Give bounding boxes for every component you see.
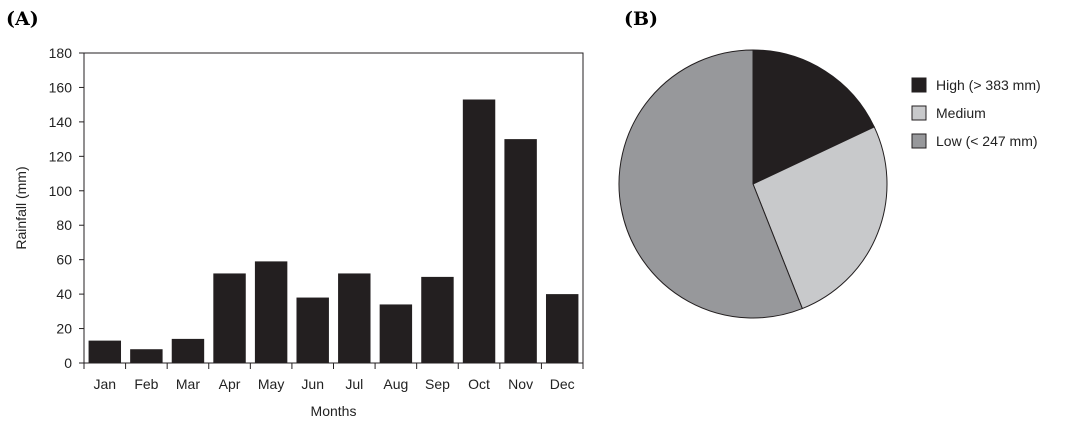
rainfall-pie-chart: [618, 49, 888, 319]
y-tick-label: 40: [56, 286, 72, 302]
x-tick-label: Jun: [301, 376, 324, 392]
pie-legend: High (> 383 mm) Medium Low (< 247 mm): [911, 77, 1041, 149]
x-tick-label: Oct: [468, 376, 490, 392]
x-axis-title: Months: [311, 403, 357, 419]
bar-jan: [88, 340, 122, 363]
bar-sep: [421, 276, 454, 363]
bar-oct: [462, 99, 496, 363]
bar-apr: [213, 273, 246, 363]
x-tick-label: Mar: [176, 376, 200, 392]
bar-mar: [171, 338, 205, 363]
panel-label-a: (A): [6, 8, 39, 30]
bar-jul: [338, 273, 371, 363]
x-tick-label: May: [258, 376, 284, 392]
y-tick-label: 160: [49, 79, 73, 95]
y-tick-label: 60: [56, 252, 72, 268]
y-tick-label: 100: [49, 183, 73, 199]
bar-nov: [504, 139, 537, 363]
legend-label: Low (< 247 mm): [936, 133, 1038, 149]
y-axis-title: Rainfall (mm): [13, 166, 29, 249]
y-tick-label: 140: [49, 114, 73, 130]
legend-swatch: [911, 133, 927, 149]
legend-swatch: [911, 77, 927, 93]
bar-may: [254, 261, 288, 363]
rainfall-bar-chart: 0 20 40 60 80 100 120 140 160 180 Jan Feb Mar Apr May J…: [13, 45, 584, 419]
x-tick-label: Sep: [425, 376, 450, 392]
y-tick-label: 80: [56, 217, 72, 233]
pie-slice-1: [752, 126, 888, 310]
bar-jun: [296, 297, 329, 363]
panel-label-b: (B): [624, 8, 659, 30]
y-tick-label: 0: [64, 355, 72, 371]
bar-dec: [545, 294, 579, 363]
bar-feb: [130, 349, 163, 363]
y-tick-label: 120: [49, 148, 73, 164]
x-tick-label: Feb: [134, 376, 158, 392]
y-tick-label: 20: [56, 321, 72, 337]
x-tick-label: Jan: [94, 376, 117, 392]
bar-aug: [379, 304, 413, 363]
y-tick-label: 180: [49, 45, 73, 61]
pie-slice-2: [618, 49, 803, 319]
legend-label: Medium: [936, 105, 986, 121]
x-tick-label: Nov: [508, 376, 533, 392]
x-tick-label: Dec: [550, 376, 575, 392]
pie-slice-0: [752, 49, 875, 185]
x-tick-label: Apr: [219, 376, 241, 392]
x-tick-label: Jul: [345, 376, 363, 392]
legend-label: High (> 383 mm): [936, 77, 1041, 93]
legend-swatch: [911, 105, 927, 121]
x-tick-label: Aug: [383, 376, 408, 392]
